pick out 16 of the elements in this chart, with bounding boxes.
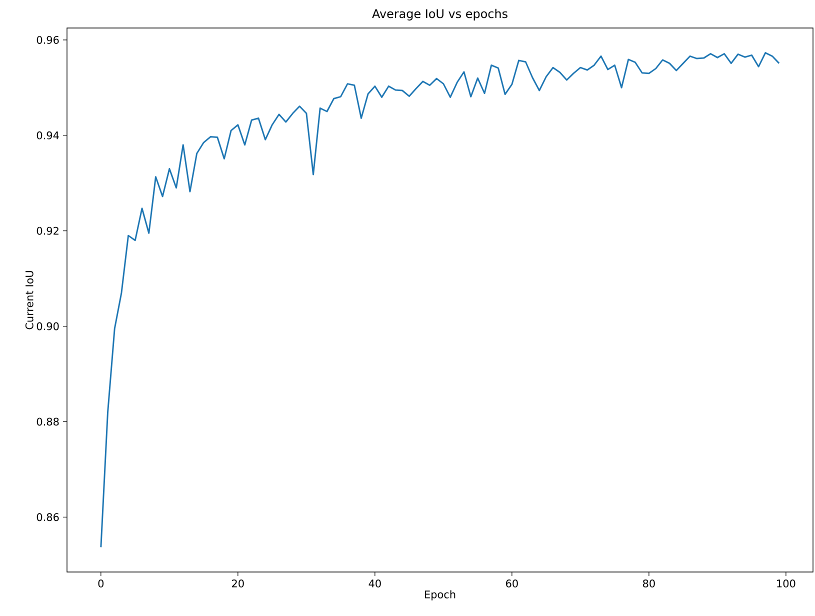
x-axis-title: Epoch xyxy=(425,590,456,600)
y-tick-label: 0.88 xyxy=(36,418,59,426)
x-tick-label: 20 xyxy=(232,580,244,588)
y-tick-label: 0.86 xyxy=(36,513,59,522)
y-tick-label: 0.94 xyxy=(36,131,59,140)
x-tick-label: 80 xyxy=(642,580,655,588)
y-tick-label: 0.90 xyxy=(36,322,59,330)
y-axis-title: Current IoU xyxy=(25,271,34,330)
x-tick-label: 100 xyxy=(777,580,796,588)
line-series xyxy=(100,52,780,548)
x-tick-label: 60 xyxy=(506,580,518,588)
chart-title: Average IoU vs epochs xyxy=(372,8,508,20)
x-tick-label: 0 xyxy=(98,580,104,588)
y-tick-label: 0.96 xyxy=(36,36,59,44)
x-tick-label: 40 xyxy=(368,580,381,588)
y-tick-label: 0.92 xyxy=(36,226,58,235)
